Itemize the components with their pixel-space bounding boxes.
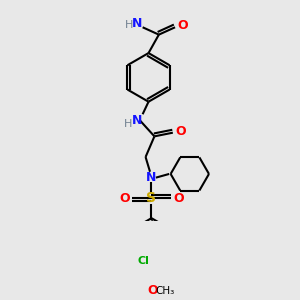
Text: O: O [175, 125, 185, 138]
Text: S: S [146, 191, 157, 205]
Text: H: H [124, 119, 132, 129]
Text: O: O [177, 19, 188, 32]
Text: N: N [131, 114, 142, 127]
Text: O: O [148, 284, 158, 297]
Text: O: O [119, 192, 130, 205]
Text: N: N [146, 171, 157, 184]
Text: N: N [131, 17, 142, 30]
Text: CH₃: CH₃ [155, 286, 174, 296]
Text: H: H [125, 20, 134, 30]
Text: O: O [173, 192, 184, 205]
Text: Cl: Cl [137, 256, 149, 266]
